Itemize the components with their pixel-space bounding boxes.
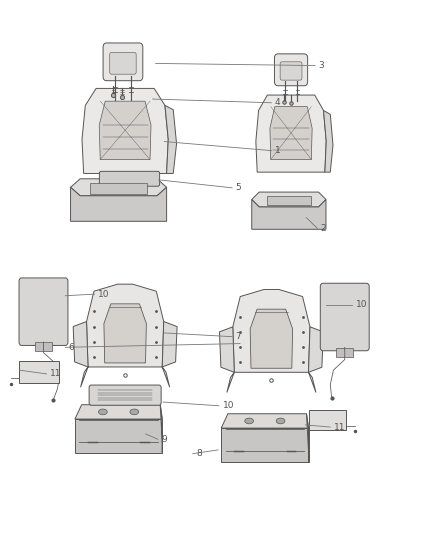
Ellipse shape — [130, 409, 139, 415]
Text: 1: 1 — [275, 146, 281, 155]
Text: 7: 7 — [236, 332, 241, 341]
Text: 5: 5 — [236, 183, 241, 192]
Polygon shape — [165, 106, 177, 173]
Polygon shape — [252, 192, 326, 207]
Text: 6: 6 — [69, 343, 74, 352]
Polygon shape — [82, 88, 168, 173]
Polygon shape — [270, 107, 312, 159]
Polygon shape — [308, 327, 323, 372]
Bar — [90, 183, 148, 193]
Polygon shape — [221, 414, 308, 428]
Text: 3: 3 — [318, 61, 324, 70]
Bar — [336, 348, 353, 357]
Text: 9: 9 — [161, 435, 167, 444]
Text: 11: 11 — [50, 369, 61, 378]
Text: 10: 10 — [98, 289, 110, 298]
Polygon shape — [75, 419, 162, 453]
Polygon shape — [252, 199, 326, 229]
Polygon shape — [256, 95, 326, 172]
FancyBboxPatch shape — [280, 62, 302, 80]
Polygon shape — [104, 304, 146, 363]
FancyBboxPatch shape — [320, 283, 369, 351]
Polygon shape — [324, 110, 333, 172]
Text: 2: 2 — [321, 224, 326, 233]
Text: 11: 11 — [334, 423, 345, 432]
FancyBboxPatch shape — [110, 52, 136, 74]
Polygon shape — [221, 428, 308, 462]
Bar — [35, 342, 52, 351]
Polygon shape — [73, 321, 88, 367]
Polygon shape — [160, 405, 162, 453]
Polygon shape — [99, 101, 151, 159]
FancyBboxPatch shape — [99, 171, 159, 186]
Polygon shape — [162, 321, 177, 367]
Polygon shape — [81, 284, 170, 387]
Text: 8: 8 — [196, 449, 202, 458]
Bar — [309, 409, 346, 430]
Polygon shape — [219, 327, 234, 372]
FancyBboxPatch shape — [103, 43, 143, 80]
Text: 10: 10 — [356, 300, 367, 309]
Bar — [19, 361, 59, 383]
FancyBboxPatch shape — [19, 278, 68, 345]
Polygon shape — [227, 289, 316, 392]
FancyBboxPatch shape — [275, 54, 307, 86]
Text: 4: 4 — [275, 98, 280, 107]
Polygon shape — [71, 179, 166, 196]
Bar — [267, 196, 311, 205]
Polygon shape — [75, 405, 162, 419]
Ellipse shape — [245, 418, 254, 424]
Ellipse shape — [276, 418, 285, 424]
Polygon shape — [71, 187, 166, 221]
Text: 10: 10 — [223, 401, 234, 410]
Ellipse shape — [99, 409, 107, 415]
FancyBboxPatch shape — [89, 385, 161, 405]
Polygon shape — [250, 309, 293, 368]
Polygon shape — [307, 414, 309, 462]
